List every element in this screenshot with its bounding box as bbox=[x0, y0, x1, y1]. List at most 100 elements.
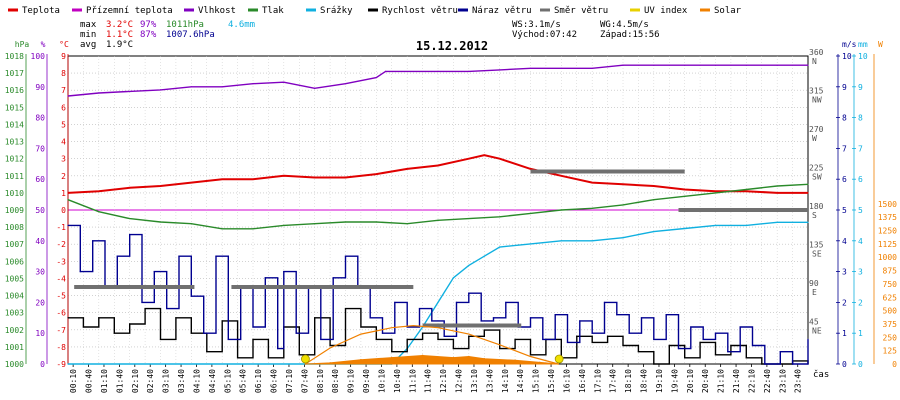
pressure-axis-tick-label: 1017 bbox=[5, 69, 24, 78]
series-point bbox=[483, 154, 485, 156]
series-point bbox=[665, 314, 667, 316]
x-tick-label: 05:10 bbox=[223, 369, 232, 393]
series-point bbox=[761, 363, 763, 365]
wind-axis-tick-label: 8 bbox=[842, 114, 847, 123]
series-point bbox=[745, 224, 747, 226]
temperature-axis-tick-label: -5 bbox=[56, 292, 66, 301]
series-point bbox=[714, 64, 717, 66]
series-point bbox=[267, 357, 270, 359]
x-tick-label: 16:10 bbox=[562, 369, 571, 393]
x-tick-label: 00:10 bbox=[69, 369, 78, 393]
x-tick-label: 02:10 bbox=[131, 369, 140, 393]
series-point bbox=[699, 341, 701, 344]
rain-axis-tick-label: 9 bbox=[858, 83, 863, 92]
series-point bbox=[653, 363, 655, 365]
series-line-sr-ky bbox=[68, 221, 808, 365]
series-point bbox=[320, 338, 322, 340]
pressure-axis-unit: hPa bbox=[15, 40, 30, 49]
series-point bbox=[560, 240, 562, 242]
series-point bbox=[616, 314, 618, 316]
series-point bbox=[714, 332, 717, 334]
series-point bbox=[529, 212, 532, 215]
x-tick-label: 01:10 bbox=[100, 369, 109, 393]
series-point bbox=[807, 183, 809, 185]
x-tick-label: 12:10 bbox=[439, 369, 448, 393]
series-point bbox=[67, 95, 69, 97]
x-tick-label: 20:10 bbox=[686, 369, 695, 393]
series-point bbox=[591, 67, 593, 69]
x-tick-label: 11:10 bbox=[408, 369, 417, 393]
series-point bbox=[369, 317, 371, 319]
wind-axis-unit: m/s bbox=[842, 40, 857, 49]
series-point bbox=[739, 326, 741, 328]
temperature-axis-tick-label: -9 bbox=[56, 360, 66, 369]
series-point bbox=[67, 224, 69, 226]
chart-title: 15.12.2012 bbox=[416, 39, 488, 53]
series-point bbox=[344, 176, 347, 179]
series-point bbox=[190, 86, 192, 88]
series-point bbox=[67, 192, 69, 194]
series-point bbox=[159, 338, 162, 340]
series-point bbox=[776, 185, 778, 187]
series-point bbox=[283, 224, 285, 226]
temperature-axis-tick-label: -3 bbox=[56, 257, 66, 266]
series-point bbox=[252, 178, 254, 180]
series-point bbox=[82, 326, 85, 328]
series-point bbox=[437, 164, 439, 167]
series-point bbox=[468, 217, 470, 220]
pressure-axis-tick-label: 1006 bbox=[5, 257, 24, 266]
direction-tick-dir: SE bbox=[812, 250, 822, 259]
series-point bbox=[236, 357, 239, 359]
series-point bbox=[375, 76, 377, 79]
temperature-axis-tick-label: -4 bbox=[56, 274, 66, 283]
humidity-axis-tick-label: 20 bbox=[35, 298, 45, 307]
x-tick-label: 12:40 bbox=[455, 369, 464, 393]
solar-axis-tick-label: 250 bbox=[883, 333, 898, 342]
series-point bbox=[468, 264, 470, 267]
temperature-axis-tick-label: -8 bbox=[56, 343, 66, 352]
series-point bbox=[360, 326, 362, 328]
series-point bbox=[344, 83, 347, 85]
temperature-axis-tick-label: 7 bbox=[61, 86, 66, 95]
series-point bbox=[764, 363, 766, 365]
wind-axis-tick-label: 5 bbox=[842, 206, 847, 215]
x-tick-label: 14:40 bbox=[516, 369, 525, 393]
temperature-axis-tick-label: 0 bbox=[61, 206, 66, 215]
series-point bbox=[730, 344, 732, 347]
wind-axis-tick-label: 7 bbox=[842, 144, 847, 153]
solar-point bbox=[421, 354, 424, 357]
legend-label: Náraz větru bbox=[472, 6, 532, 16]
pressure-axis-tick-label: 1002 bbox=[5, 326, 24, 335]
series-point bbox=[252, 83, 254, 85]
series-point bbox=[714, 192, 717, 194]
solar-axis-tick-label: 625 bbox=[883, 293, 898, 302]
series-point bbox=[653, 230, 655, 233]
series-point bbox=[591, 341, 593, 344]
series-point bbox=[129, 187, 131, 189]
series-point bbox=[221, 228, 223, 230]
solar-point bbox=[468, 355, 470, 358]
series-point bbox=[807, 64, 809, 66]
series-point bbox=[375, 221, 377, 223]
series-point bbox=[714, 190, 717, 192]
series-point bbox=[252, 228, 254, 230]
series-point bbox=[591, 182, 593, 184]
series-point bbox=[344, 255, 347, 257]
rain-axis-tick-label: 3 bbox=[858, 268, 863, 277]
solar-point bbox=[329, 362, 331, 364]
avg-temp: 1.9°C bbox=[106, 40, 133, 50]
legend: Teplota Přízemní teplota Vlhkost Tlak Srážky… bbox=[8, 6, 742, 16]
series-point bbox=[421, 332, 424, 334]
solar-axis-tick-label: 125 bbox=[883, 347, 898, 356]
series-point bbox=[67, 199, 69, 201]
wind-axis-tick-label: 6 bbox=[842, 175, 847, 184]
series-point bbox=[499, 246, 501, 248]
direction-tick-dir: S bbox=[812, 211, 817, 220]
series-point bbox=[791, 363, 794, 365]
solar-area bbox=[305, 354, 559, 365]
rain-axis-tick-label: 1 bbox=[858, 329, 863, 338]
series-point bbox=[283, 271, 285, 273]
humidity-axis-tick-label: 50 bbox=[35, 206, 45, 215]
rain-axis-tick-label: 10 bbox=[858, 52, 868, 61]
series-point bbox=[418, 307, 421, 310]
